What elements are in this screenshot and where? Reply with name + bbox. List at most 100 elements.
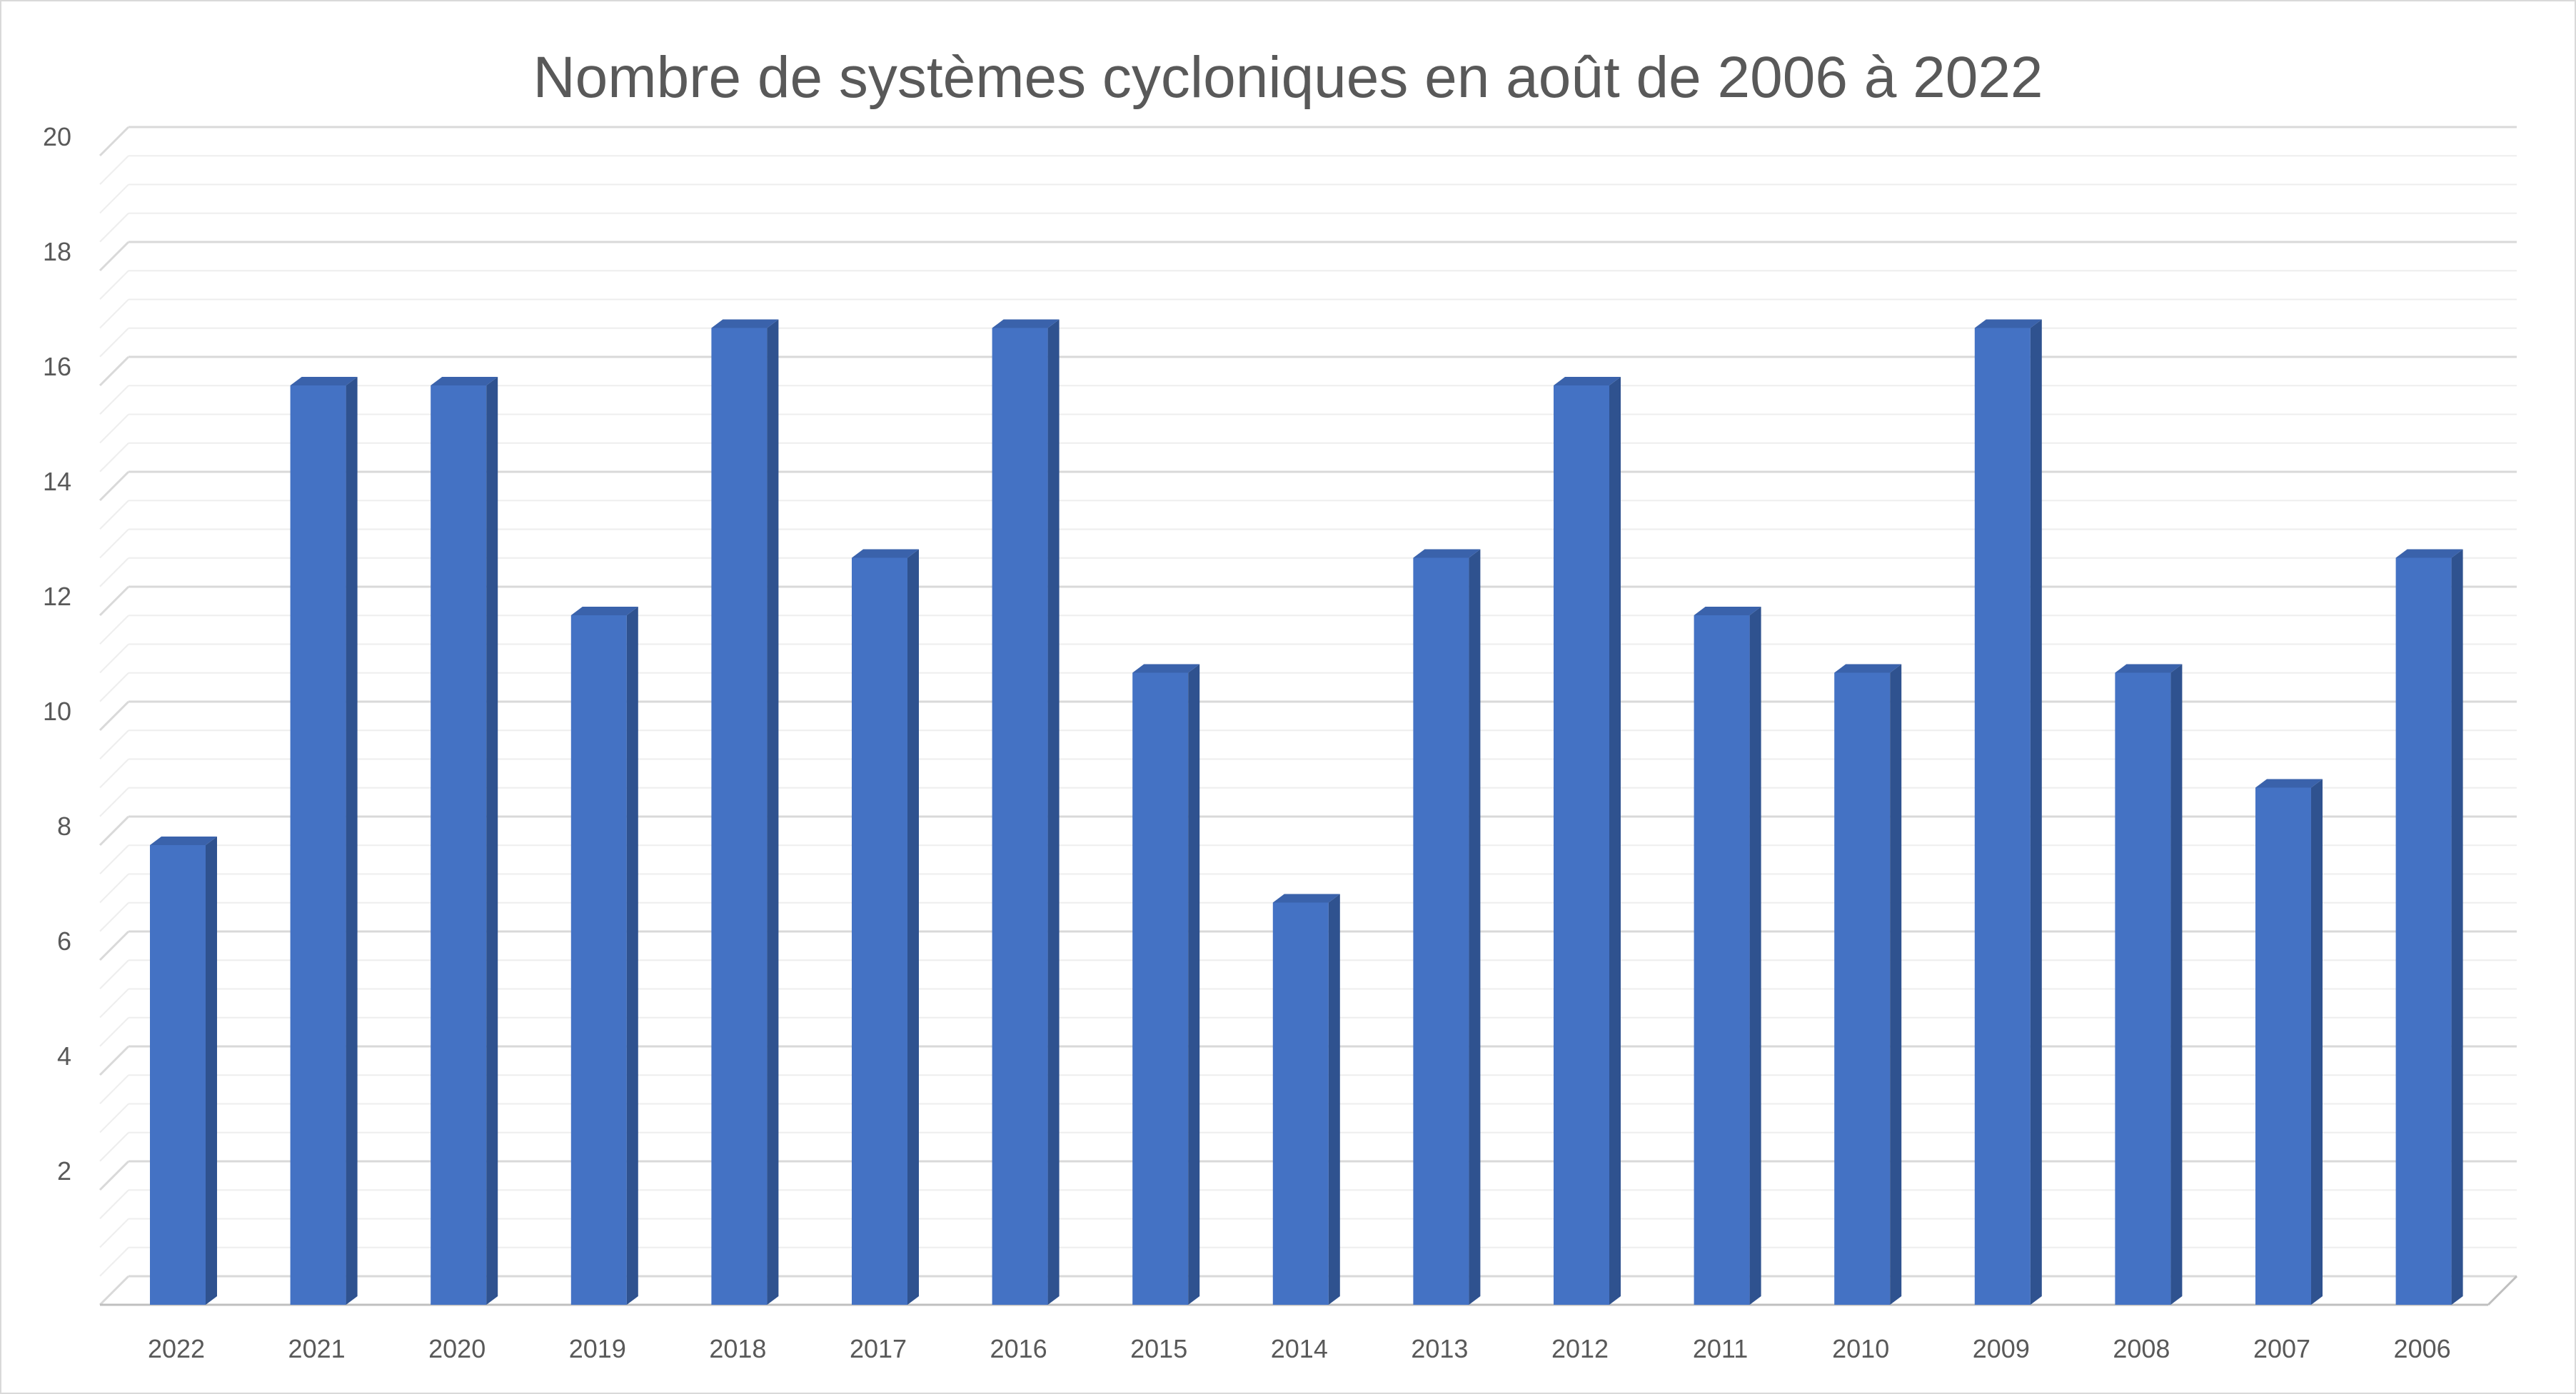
bar-top (1974, 319, 2042, 328)
gridline-minor-side (99, 902, 129, 932)
bar-top (1272, 894, 1340, 903)
gridline-major-side (99, 1160, 130, 1191)
y-tick-label: 16 (43, 352, 71, 381)
bar-side (1047, 319, 1060, 1305)
x-tick-label: 2016 (990, 1334, 1047, 1363)
x-tick-label: 2010 (1832, 1334, 1889, 1363)
gridline-minor-side (99, 1218, 129, 1248)
gridline-major-side (99, 815, 130, 847)
gridline-minor-side (99, 1189, 129, 1219)
gridline-minor-side (99, 643, 129, 674)
bar-front (1834, 672, 1891, 1305)
bar-side (2030, 319, 2042, 1305)
bar-front (2255, 787, 2311, 1305)
x-tick-label: 2019 (569, 1334, 626, 1363)
bar-front (431, 385, 487, 1305)
bar-front (1272, 902, 1329, 1305)
x-tick-label: 2015 (1130, 1334, 1187, 1363)
gridline-minor-side (99, 729, 129, 759)
x-axis-labels: 2022 2021 2020 2019 2018 2017 2016 2015 2014 2013… (148, 1334, 2451, 1363)
bar-top (711, 319, 779, 328)
gridline-minor-side (99, 328, 129, 358)
gridline-minor-side (99, 672, 129, 702)
gridline-minor-side (99, 844, 129, 874)
gridline-minor-side (99, 298, 129, 329)
gridline-minor-side (99, 1132, 129, 1162)
gridline-minor-side (99, 758, 129, 789)
bar-side (206, 837, 217, 1305)
gridline-major-side (99, 585, 130, 617)
gridline-minor-side (99, 873, 129, 904)
y-tick-label: 8 (57, 812, 71, 841)
gridline-minor-side (99, 787, 129, 817)
y-tick-label: 18 (43, 237, 71, 266)
gridline-minor-side (99, 500, 129, 530)
x-tick-label: 2011 (1693, 1334, 1748, 1363)
gridline-minor-side (99, 959, 129, 989)
bar-side (2170, 664, 2183, 1305)
gridline-minor-side (99, 557, 129, 587)
x-tick-label: 2017 (850, 1334, 907, 1363)
bar-front (1974, 328, 2031, 1305)
bar-front (711, 328, 768, 1305)
bar-top (2255, 779, 2323, 788)
bar-side (1890, 664, 1902, 1305)
gridline-minor-side (99, 183, 129, 214)
bar-side (1609, 377, 1621, 1305)
gridline-major-side (99, 700, 130, 732)
gridline-minor-side (99, 270, 129, 300)
x-tick-label: 2006 (2394, 1334, 2451, 1363)
gridline-minor-side (99, 1017, 129, 1047)
gridline-major-side (99, 241, 130, 272)
bar-top (150, 837, 217, 845)
x-tick-label: 2018 (709, 1334, 766, 1363)
x-tick-label: 2009 (1973, 1334, 2030, 1363)
y-axis-labels: 2 4 6 8 10 12 14 16 18 20 (43, 122, 71, 1186)
gridline-minor-side (99, 1103, 129, 1133)
bar-top (1413, 549, 1481, 558)
y-tick-label: 4 (57, 1041, 71, 1071)
y-tick-label: 14 (43, 467, 71, 496)
gridline-minor-side (99, 413, 129, 444)
gridline-minor-side (99, 213, 129, 243)
gridline-major-side (99, 355, 130, 387)
x-tick-label: 2008 (2113, 1334, 2170, 1363)
bar-side (626, 607, 638, 1305)
y-tick-label: 20 (43, 122, 71, 151)
gridline-minor-side (99, 988, 129, 1019)
bar-front (1413, 557, 1469, 1305)
bar-side (486, 377, 498, 1305)
bar-side (2311, 779, 2323, 1305)
bar-front (1132, 672, 1189, 1305)
gridline-minor-side (99, 155, 129, 185)
bar-front (852, 557, 907, 1305)
bar-side (346, 377, 358, 1305)
bar-side (1749, 607, 1761, 1305)
gridline-minor-side (99, 443, 129, 473)
bar-top (852, 549, 919, 558)
gridline-major-side (99, 126, 130, 157)
gridline-major-side (99, 470, 130, 502)
gridline-minor-side (99, 385, 129, 415)
bar-front (570, 615, 627, 1305)
bar-side (1328, 894, 1340, 1305)
bar-side (767, 319, 779, 1305)
bar-front (2395, 557, 2452, 1305)
bar-top (1834, 664, 1902, 673)
bar-top (1694, 607, 1761, 615)
bar-top (431, 377, 498, 385)
gridline-minor-side (99, 1074, 129, 1104)
bar-front (1554, 385, 1609, 1305)
bar-top (290, 377, 358, 385)
x-tick-label: 2012 (1551, 1334, 1609, 1363)
y-tick-label: 12 (43, 582, 71, 611)
gridline-major-side (99, 930, 130, 961)
bar-front (290, 385, 346, 1305)
gridline-minor-side (99, 615, 129, 645)
x-tick-label: 2014 (1271, 1334, 1328, 1363)
bar-side (2451, 549, 2463, 1305)
bar-front (150, 845, 206, 1305)
bar-front (2115, 672, 2171, 1305)
bars (150, 319, 2463, 1305)
